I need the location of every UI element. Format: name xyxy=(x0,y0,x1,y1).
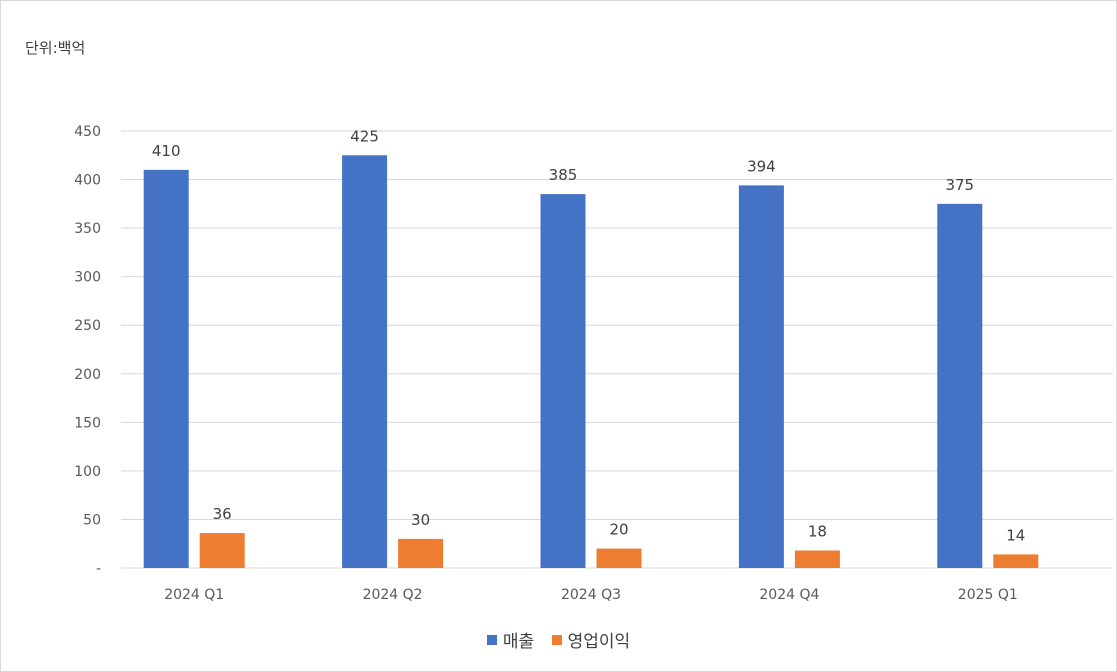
legend-label-operating-profit: 영업이익 xyxy=(567,632,631,652)
y-tick-label: 50 xyxy=(83,512,101,528)
bar-operating-profit xyxy=(199,533,245,568)
bar-operating-profit xyxy=(398,538,444,568)
bar-revenue xyxy=(143,169,189,568)
y-tick-label: 300 xyxy=(74,270,101,286)
data-label: 30 xyxy=(411,511,430,529)
legend-label-revenue: 매출 xyxy=(502,632,535,652)
y-tick-label: 100 xyxy=(74,464,101,480)
bar-operating-profit xyxy=(596,548,642,568)
legend: 매출 영업이익 xyxy=(1,627,1116,652)
legend-item-revenue: 매출 xyxy=(486,627,535,652)
y-tick-label: 250 xyxy=(74,318,101,334)
y-tick-label: 200 xyxy=(74,367,101,383)
data-label: 36 xyxy=(213,505,232,523)
x-tick-label: 2024 Q2 xyxy=(363,587,423,603)
y-tick-label: - xyxy=(96,561,101,577)
y-tick-label: 400 xyxy=(74,173,101,189)
unit-label: 단위:백억 xyxy=(25,39,86,57)
legend-swatch-operating-profit xyxy=(551,634,562,645)
data-label: 18 xyxy=(808,523,827,541)
y-tick-label: 450 xyxy=(74,124,101,140)
legend-item-operating-profit: 영업이익 xyxy=(551,627,631,652)
y-tick-label: 350 xyxy=(74,221,101,237)
bar-revenue xyxy=(738,185,784,569)
data-label: 20 xyxy=(609,521,628,539)
bar-revenue xyxy=(540,194,586,568)
x-tick-label: 2024 Q1 xyxy=(164,587,224,603)
bar-operating-profit xyxy=(794,550,840,568)
data-label: 394 xyxy=(747,157,776,175)
y-tick-label: 150 xyxy=(74,415,101,431)
data-label: 375 xyxy=(945,176,974,194)
data-label: 385 xyxy=(549,166,578,184)
bar-revenue xyxy=(937,203,983,569)
bar-chart: - 50 100 150 200 250 300 350 400 450 410 36 2024 Q1 4… xyxy=(74,124,1113,603)
data-label: 410 xyxy=(152,142,181,160)
bar-operating-profit xyxy=(993,554,1039,568)
x-tick-label: 2025 Q1 xyxy=(958,587,1018,603)
x-tick-label: 2024 Q3 xyxy=(561,587,621,603)
legend-swatch-revenue xyxy=(486,634,497,645)
data-label: 14 xyxy=(1006,526,1025,544)
data-label: 425 xyxy=(350,127,379,145)
bar-revenue xyxy=(342,155,388,568)
x-tick-label: 2024 Q4 xyxy=(759,587,819,603)
